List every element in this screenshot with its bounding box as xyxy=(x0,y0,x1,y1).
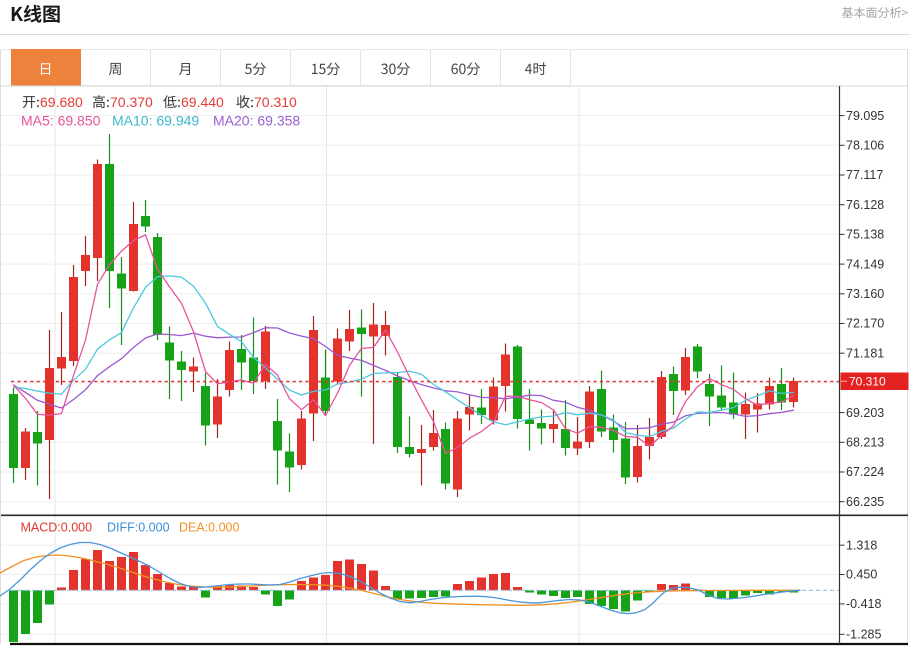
svg-text:75.138: 75.138 xyxy=(846,228,884,242)
svg-text:78.106: 78.106 xyxy=(846,139,884,153)
svg-text:68.213: 68.213 xyxy=(846,436,884,450)
svg-text:MACD:0.000: MACD:0.000 xyxy=(21,521,93,535)
svg-text:0.450: 0.450 xyxy=(846,568,877,582)
svg-text:70.370: 70.370 xyxy=(110,94,153,110)
svg-text:67.224: 67.224 xyxy=(846,465,884,479)
svg-text:79.095: 79.095 xyxy=(846,109,884,123)
svg-text:MA5: 69.850: MA5: 69.850 xyxy=(21,113,101,129)
svg-text:DEA:0.000: DEA:0.000 xyxy=(179,521,240,535)
svg-text:72.170: 72.170 xyxy=(846,317,884,331)
svg-text:-0.418: -0.418 xyxy=(846,597,881,611)
svg-text:69.680: 69.680 xyxy=(40,94,83,110)
svg-text:MA10: 69.949: MA10: 69.949 xyxy=(112,113,199,129)
svg-text:MA20: 69.358: MA20: 69.358 xyxy=(213,113,300,129)
svg-text:70.310: 70.310 xyxy=(254,94,297,110)
svg-text:66.235: 66.235 xyxy=(846,495,884,509)
svg-text:70.310: 70.310 xyxy=(849,375,886,389)
svg-text:74.149: 74.149 xyxy=(846,257,884,271)
svg-text:1.318: 1.318 xyxy=(846,538,877,552)
svg-text:-1.285: -1.285 xyxy=(846,628,881,642)
svg-text:77.117: 77.117 xyxy=(846,168,883,182)
svg-text:71.181: 71.181 xyxy=(846,346,884,360)
svg-text:DIFF:0.000: DIFF:0.000 xyxy=(107,521,170,535)
svg-text:76.128: 76.128 xyxy=(846,198,884,212)
svg-text:69.203: 69.203 xyxy=(846,406,884,420)
svg-text:73.160: 73.160 xyxy=(846,287,884,301)
svg-text:69.440: 69.440 xyxy=(181,94,224,110)
